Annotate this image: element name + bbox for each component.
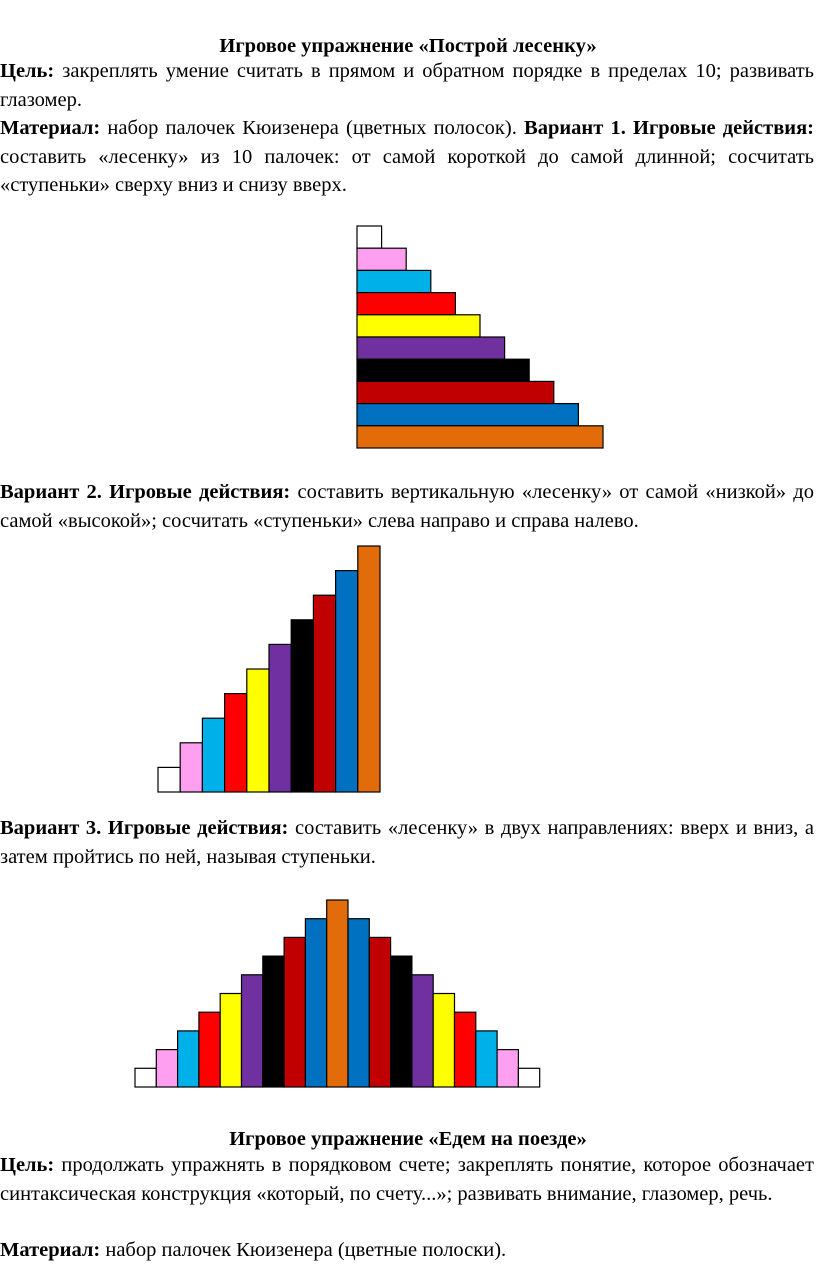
vertical-ladder-figure [157,545,381,793]
rod-twoway-19 [517,1067,541,1088]
rod-twoway-10 [326,899,349,1088]
rod-vertical-2 [179,742,203,793]
rod-vertical-3 [201,717,226,793]
rod-vertical-10 [357,545,381,793]
variant2-label: Вариант 2. Игровые действия: [0,481,291,503]
material2-label: Материал: [0,1239,101,1261]
rod-twoway-17 [475,1030,498,1088]
rod-horizontal-6 [356,336,506,360]
rod-twoway-6 [240,974,264,1088]
goal-paragraph: Цель: закреплять умение считать в прямом… [0,57,814,114]
rod-twoway-1 [134,1067,157,1088]
goal2-paragraph: Цель: продолжать упражнять в порядковом … [0,1151,814,1208]
variant1-text: составить «лесенку» из 10 палочек: от са… [0,145,814,197]
rod-vertical-7 [290,619,315,793]
rod-twoway-7 [262,955,285,1088]
material-text: набор палочек Кюизенера (цветных полосок… [100,117,525,139]
rod-horizontal-7 [356,358,530,382]
variant3-paragraph: Вариант 3. Игровые действия: составить «… [0,814,814,871]
variant3-text: составить «лесенку» в двух направлениях:… [0,817,814,868]
rod-twoway-8 [283,936,307,1088]
horizontal-ladder-figure [356,225,604,449]
rod-twoway-16 [453,1011,477,1088]
rod-vertical-4 [224,693,248,793]
rod-twoway-18 [496,1049,520,1088]
two-way-ladder-figure [134,899,541,1088]
rod-horizontal-2 [356,247,407,272]
material2-paragraph: Материал: набор палочек Кюизенера (цветн… [0,1236,814,1265]
material-paragraph: Материал: набор палочек Кюизенера (цветн… [0,114,814,200]
rod-horizontal-4 [356,291,457,316]
rod-horizontal-5 [356,314,481,338]
goal2-text: продолжать упражнять в порядковом счете;… [0,1154,814,1205]
rod-twoway-15 [432,992,456,1088]
rod-horizontal-3 [356,269,432,294]
rod-vertical-1 [157,766,181,793]
rod-twoway-2 [155,1049,179,1088]
material2-text: набор палочек Кюизенера (цветные полоски… [100,1239,507,1261]
rod-twoway-13 [390,955,413,1088]
exercise-title-train: Игровое упражнение «Едем на поезде» [229,1128,587,1150]
goal-label: Цель: [0,60,55,82]
goal2-label: Цель: [0,1154,55,1176]
variant1-label: Вариант 1. Игровые действия: [524,117,814,139]
variant2-paragraph: Вариант 2. Игровые действия: составить в… [0,478,814,535]
rod-twoway-11 [347,918,370,1088]
rod-horizontal-9 [356,403,579,427]
rod-vertical-6 [268,643,292,793]
rod-twoway-4 [198,1011,221,1088]
rod-vertical-9 [335,570,359,793]
rod-vertical-5 [246,668,270,793]
goal-text: закреплять умение считать в прямом и обр… [0,60,814,111]
rod-twoway-5 [219,992,243,1088]
rod-horizontal-1 [356,225,383,249]
material-label: Материал: [0,117,101,139]
rod-vertical-8 [312,594,337,793]
rod-horizontal-10 [356,425,604,449]
variant2-text: составить вертикальную «лесенку» от само… [0,481,814,532]
exercise-title-ladder: Игровое упражнение «Построй лесенку» [219,35,597,57]
rod-twoway-9 [304,918,328,1088]
rod-twoway-12 [368,936,392,1088]
variant3-label: Вариант 3. Игровые действия: [0,817,289,839]
rod-twoway-14 [411,974,434,1088]
rod-horizontal-8 [356,380,555,405]
rod-twoway-3 [177,1030,200,1088]
